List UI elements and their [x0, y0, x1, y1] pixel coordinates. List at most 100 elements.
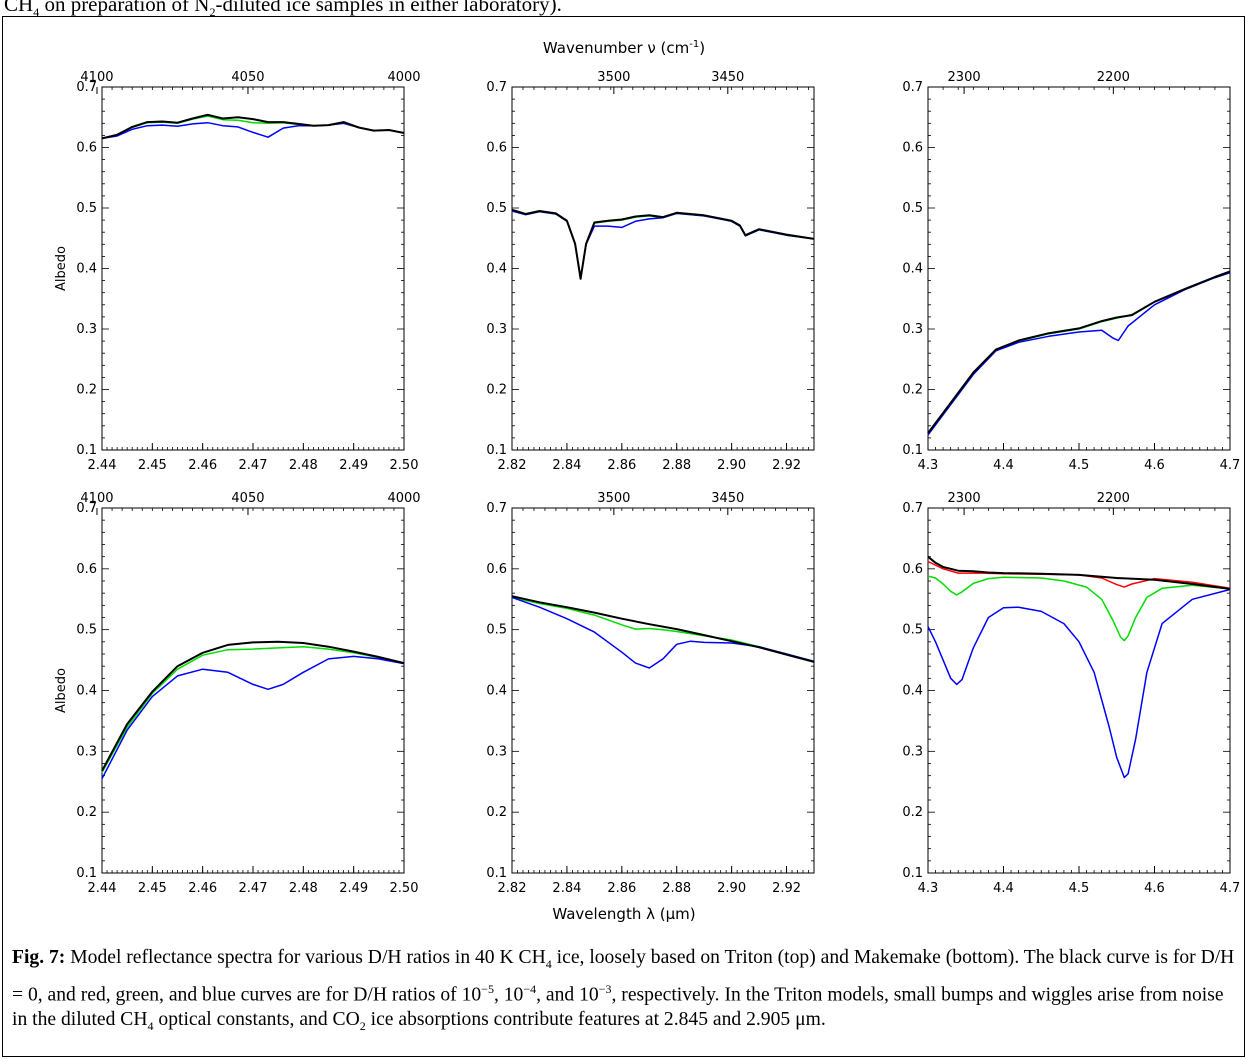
chart-panel-triton-2.8: 2.82 2.84 2.86 2.88 2.90 2.92 3500 3450 0.1 0.2 0.… — [486, 70, 815, 473]
y-tick-label: 0.1 — [76, 866, 97, 881]
y-tick-label: 0.4 — [486, 262, 507, 277]
y-tick-label: 0.5 — [902, 201, 923, 216]
x-tick-label: 2.92 — [772, 458, 801, 473]
x-tick-label: 2.82 — [498, 881, 527, 896]
series-line-d0 — [511, 208, 815, 280]
bottom-axis-title: Wavelength λ (μm) — [552, 905, 695, 923]
chart-panel-triton-2.4: 2.44 2.45 2.46 2.47 2.48 2.49 2.50 4100 4050 4000… — [54, 70, 421, 473]
series-line-d3 — [101, 121, 405, 140]
y-tick-label: 0.7 — [902, 80, 923, 95]
top-tick-label: 3450 — [711, 491, 744, 506]
x-tick-label: 2.44 — [88, 881, 117, 896]
y-tick-label: 0.6 — [902, 562, 923, 577]
series-line-d0 — [101, 640, 405, 772]
chart-panel-makemake-2.8: 2.82 2.84 2.86 2.88 2.90 2.92 3500 3450 0.1 0.2 0.… — [486, 491, 815, 896]
chart-panel-makemake-2.4: 2.44 2.45 2.46 2.47 2.48 2.49 2.50 4100 4050 4000… — [54, 491, 421, 896]
caption-label: Fig. 7: — [12, 947, 66, 968]
x-tick-label: 2.92 — [772, 881, 801, 896]
plot-frame — [101, 507, 405, 874]
series-line-d3 — [927, 588, 1231, 779]
top-tick-label: 2200 — [1097, 491, 1130, 506]
top-tick-label: 3500 — [597, 491, 630, 506]
top-tick-label: 4050 — [231, 491, 264, 506]
x-tick-label: 2.49 — [339, 881, 368, 896]
x-tick-label: 2.84 — [552, 881, 581, 896]
x-tick-label: 2.50 — [390, 881, 419, 896]
y-tick-label: 0.4 — [902, 684, 923, 699]
y-tick-label: 0.5 — [76, 201, 97, 216]
x-tick-label: 4.5 — [1069, 881, 1090, 896]
series-line-d3 — [927, 271, 1231, 436]
y-tick-label: 0.2 — [902, 383, 923, 398]
top-tick-label: 4100 — [80, 70, 113, 85]
x-tick-label: 4.4 — [993, 458, 1014, 473]
x-tick-label: 2.88 — [662, 458, 691, 473]
series-line-d0 — [927, 555, 1231, 590]
top-tick-label: 4000 — [387, 70, 420, 85]
x-tick-label: 2.82 — [498, 458, 527, 473]
y-tick-label: 0.1 — [486, 866, 507, 881]
x-tick-label: 2.90 — [717, 458, 746, 473]
y-tick-label: 0.6 — [486, 562, 507, 577]
y-tick-label: 0.3 — [486, 744, 507, 759]
plot-frame — [511, 86, 815, 451]
chart-panel-triton-4.5: 4.3 4.4 4.5 4.6 4.7 2300 2200 0.1 0.2 0.3 0.4 0.5 0.… — [902, 70, 1240, 473]
top-tick-label: 4000 — [387, 491, 420, 506]
figure-7-plots: Wavenumber ν (cm-1) Wavelength λ (μm) 2.… — [54, 39, 1240, 923]
x-tick-label: 2.90 — [717, 881, 746, 896]
y-tick-label: 0.6 — [76, 141, 97, 156]
y-tick-label: 0.7 — [76, 80, 97, 95]
x-tick-label: 2.50 — [390, 458, 419, 473]
x-tick-label: 4.4 — [993, 881, 1014, 896]
x-tick-label: 4.6 — [1144, 458, 1165, 473]
series-line-d3 — [101, 655, 405, 780]
y-tick-label: 0.3 — [76, 744, 97, 759]
plot-frame — [927, 86, 1231, 451]
preceding-text-fragment: CH4 on preparation of N2-diluted ice sam… — [4, 0, 562, 20]
chart-panel-makemake-4.5: 4.3 4.4 4.5 4.6 4.7 2300 2200 0.1 0.2 0.3 0.4 0.5 0.… — [902, 491, 1240, 896]
y-tick-label: 0.5 — [486, 623, 507, 638]
plot-frame — [101, 86, 405, 451]
y-tick-label: 0.4 — [902, 262, 923, 277]
y-tick-label: 0.2 — [902, 805, 923, 820]
y-tick-label: 0.6 — [76, 562, 97, 577]
top-axis-title: Wavenumber ν (cm-1) — [543, 39, 705, 57]
x-tick-label: 2.48 — [289, 458, 318, 473]
top-tick-label: 2200 — [1097, 70, 1130, 85]
y-tick-label: 0.4 — [486, 684, 507, 699]
y-tick-label: 0.1 — [902, 443, 923, 458]
y-axis-label: Albedo — [54, 668, 69, 713]
y-tick-label: 0.3 — [902, 744, 923, 759]
x-tick-label: 4.3 — [918, 458, 939, 473]
y-tick-label: 0.5 — [76, 623, 97, 638]
y-tick-label: 0.2 — [76, 383, 97, 398]
y-tick-label: 0.7 — [76, 501, 97, 516]
y-tick-label: 0.1 — [902, 866, 923, 881]
y-axis-label: Albedo — [54, 246, 69, 291]
y-tick-label: 0.3 — [902, 322, 923, 337]
x-tick-label: 4.7 — [1220, 881, 1241, 896]
y-tick-label: 0.7 — [486, 501, 507, 516]
x-tick-label: 2.47 — [239, 881, 268, 896]
x-tick-label: 2.49 — [339, 458, 368, 473]
y-tick-label: 0.6 — [902, 141, 923, 156]
y-tick-label: 0.5 — [486, 201, 507, 216]
top-tick-label: 3450 — [711, 70, 744, 85]
x-tick-label: 2.48 — [289, 881, 318, 896]
series-line-d0 — [927, 270, 1231, 434]
top-tick-label: 4050 — [231, 70, 264, 85]
y-tick-label: 0.4 — [76, 262, 97, 277]
x-tick-label: 2.46 — [188, 458, 217, 473]
top-tick-label: 4100 — [80, 491, 113, 506]
top-tick-label: 2300 — [948, 491, 981, 506]
series-line-d4 — [927, 271, 1231, 436]
series-line-d3 — [511, 210, 815, 279]
y-tick-label: 0.2 — [486, 383, 507, 398]
y-tick-label: 0.6 — [486, 141, 507, 156]
x-tick-label: 2.84 — [552, 458, 581, 473]
x-tick-label: 4.5 — [1069, 458, 1090, 473]
y-tick-label: 0.7 — [486, 80, 507, 95]
series-line-d4 — [101, 645, 405, 773]
x-tick-label: 2.44 — [88, 458, 117, 473]
y-tick-label: 0.2 — [486, 805, 507, 820]
